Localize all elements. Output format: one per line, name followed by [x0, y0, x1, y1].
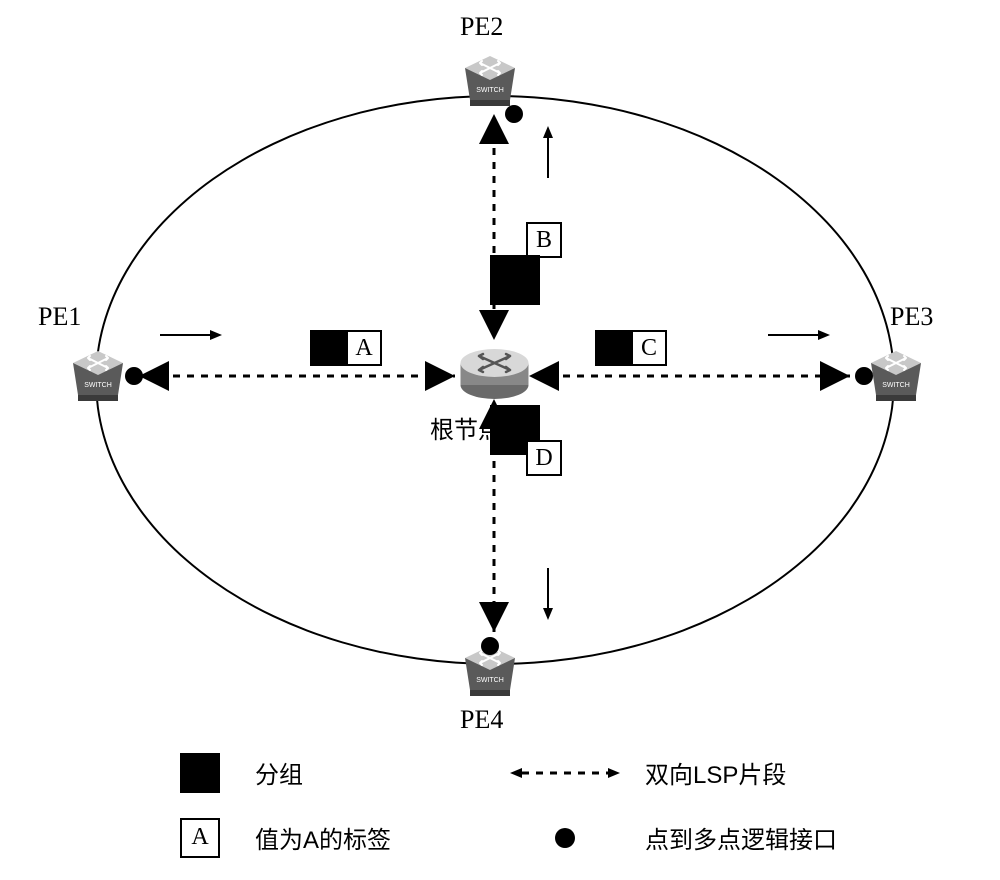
svg-text:SWITCH: SWITCH	[476, 87, 504, 94]
switch-pe3: SWITCH	[866, 345, 926, 405]
legend-row-2: A 值为A的标签 点到多点逻辑接口	[180, 810, 880, 865]
label-pe2: PE2	[460, 12, 503, 42]
tag-box-d: D	[526, 440, 562, 476]
legend-tag-icon: A	[180, 818, 220, 858]
root-router	[457, 345, 532, 403]
packet-square-c	[595, 330, 631, 366]
dot-pe3	[855, 367, 873, 385]
legend-bidir-lsp-icon	[510, 758, 620, 788]
tag-letter-a: A	[355, 335, 372, 362]
dot-pe2	[505, 105, 523, 123]
tag-box-c: C	[631, 330, 667, 366]
packet-square-b	[490, 255, 540, 305]
dot-pe4	[481, 637, 499, 655]
legend-bidir-lsp: 双向LSP片段	[510, 755, 786, 790]
legend-packet: 分组	[180, 753, 510, 793]
legend: 分组 双向LSP片段 A 值为A的标签 点到多点逻辑接口	[180, 745, 880, 865]
svg-text:SWITCH: SWITCH	[882, 382, 910, 389]
label-pe4: PE4	[460, 705, 503, 735]
tag-box-a: A	[346, 330, 382, 366]
diagram-canvas: SWITCH PE1 SWITCH PE2	[0, 0, 1000, 880]
legend-packet-icon	[180, 753, 220, 793]
dot-pe1	[125, 367, 143, 385]
label-pe1: PE1	[38, 302, 81, 332]
switch-pe1: SWITCH	[68, 345, 128, 405]
packet-square-a	[310, 330, 346, 366]
label-pe3: PE3	[890, 302, 933, 332]
legend-tag-letter: A	[191, 824, 208, 851]
legend-p2mp-label: 点到多点逻辑接口	[645, 820, 837, 855]
legend-bidir-lsp-label: 双向LSP片段	[645, 755, 786, 790]
legend-p2mp-icon	[555, 828, 575, 848]
tag-letter-b: B	[536, 227, 552, 254]
switch-pe2: SWITCH	[460, 50, 520, 110]
svg-text:SWITCH: SWITCH	[476, 677, 504, 684]
legend-tag: A 值为A的标签	[180, 818, 510, 858]
svg-text:SWITCH: SWITCH	[84, 382, 112, 389]
tag-letter-c: C	[641, 335, 657, 362]
legend-tag-label: 值为A的标签	[255, 820, 391, 855]
legend-packet-label: 分组	[255, 755, 303, 790]
legend-row-1: 分组 双向LSP片段	[180, 745, 880, 800]
legend-p2mp: 点到多点逻辑接口	[510, 820, 837, 855]
tag-box-b: B	[526, 222, 562, 258]
tag-letter-d: D	[535, 445, 552, 472]
